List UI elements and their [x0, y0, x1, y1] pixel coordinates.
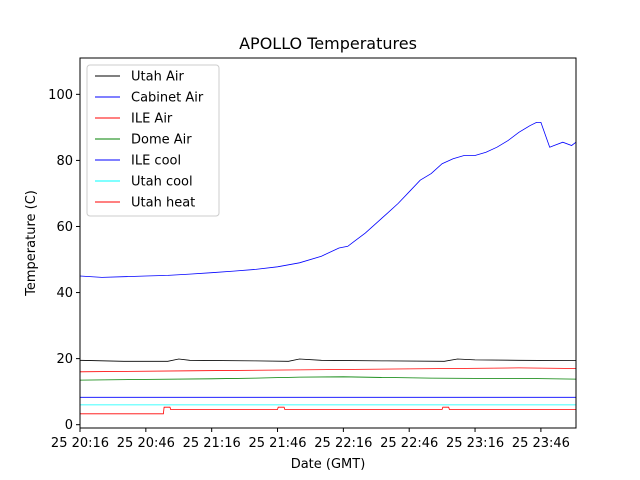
- legend-label-ile-cool: ILE cool: [131, 154, 181, 169]
- y-tick-label: 60: [56, 220, 73, 235]
- series-layer: [79, 122, 577, 415]
- x-tick-label: 25 21:46: [248, 436, 306, 451]
- legend: Utah Air Cabinet Air ILE Air Dome Air ILE co…: [86, 64, 220, 217]
- y-tick-label: 40: [56, 286, 73, 301]
- legend-label-cabinet-air: Cabinet Air: [131, 91, 204, 106]
- x-tick-label: 25 22:16: [314, 436, 372, 451]
- plot-frame: [79, 57, 577, 429]
- series-line-utah-air: [79, 358, 577, 362]
- legend-label-utah-air: Utah Air: [131, 70, 184, 85]
- x-tick-label: 25 20:46: [117, 436, 175, 451]
- legend-frame: [86, 64, 220, 217]
- legend-label-ile-air: ILE Air: [131, 112, 173, 127]
- x-tick-label: 25 20:16: [51, 436, 109, 451]
- series-line-ile-cool: [79, 122, 577, 278]
- x-tick-label: 25 21:16: [183, 436, 241, 451]
- y-tick-label: 20: [56, 352, 73, 367]
- legend-label-utah-cool: Utah cool: [131, 175, 193, 190]
- series-line-utah-heat: [80, 406, 576, 415]
- series-line-dome-air: [79, 376, 577, 381]
- y-axis: 0 20 40 60 80 100: [48, 88, 80, 433]
- chart-title: APOLLO Temperatures: [239, 34, 417, 53]
- y-tick-label: 80: [56, 154, 73, 169]
- x-tick-label: 25 22:46: [380, 436, 438, 451]
- x-axis-label: Date (GMT): [291, 457, 366, 472]
- legend-label-utah-heat: Utah heat: [131, 196, 195, 211]
- x-axis: 25 20:16 25 20:46 25 21:16 25 21:46 25 22:16…: [51, 428, 570, 451]
- y-tick-label: 0: [65, 418, 73, 433]
- x-tick-label: 25 23:16: [446, 436, 504, 451]
- y-axis-label: Temperature (C): [24, 190, 39, 297]
- y-tick-label: 100: [48, 88, 73, 103]
- series-line-ile-air: [79, 367, 577, 373]
- legend-label-dome-air: Dome Air: [131, 133, 192, 148]
- x-tick-label: 25 23:46: [512, 436, 570, 451]
